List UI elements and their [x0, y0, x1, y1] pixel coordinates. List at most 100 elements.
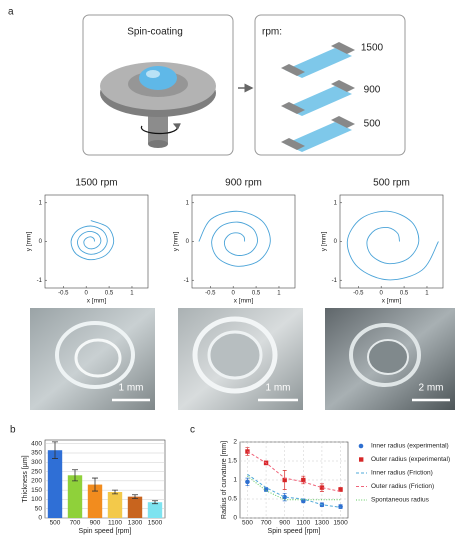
y-tick-label: -1: [37, 278, 43, 284]
film-strips: [281, 42, 355, 152]
x-tick-label: 0.5: [400, 291, 409, 297]
x-tick-label: 900: [279, 520, 290, 527]
error-bar: [52, 441, 58, 459]
x-tick-label: 0.5: [252, 291, 261, 297]
photo: [178, 308, 303, 410]
series-line: [247, 473, 341, 508]
chart-title: 500 rpm: [373, 178, 410, 189]
legend-marker: [358, 443, 364, 449]
marker: [301, 498, 306, 504]
x-tick-label: 1: [425, 291, 429, 297]
x-axis-label: x [mm]: [87, 298, 107, 305]
marker: [282, 494, 287, 500]
x-axis-label: x [mm]: [382, 298, 402, 305]
y-tick-label: 2: [233, 439, 237, 446]
y-tick-label: 1: [334, 200, 338, 206]
y-tick-label: 200: [31, 478, 42, 485]
y-axis-label: y [mm]: [26, 232, 33, 252]
legend-label: Spontaneous radius: [371, 497, 430, 504]
x-axis-label: x [mm]: [234, 298, 254, 305]
x-tick-label: 1100: [296, 520, 310, 527]
y-tick-label: 0.5: [228, 496, 237, 503]
error-bar: [112, 489, 118, 495]
x-tick-label: -0.5: [58, 291, 69, 297]
y-tick-label: 0: [38, 515, 42, 522]
error-bar: [132, 494, 138, 499]
scale-bar-label: 2 mm: [419, 383, 444, 394]
x-tick-label: 500: [50, 520, 61, 527]
x-tick-label: 1500: [148, 520, 163, 527]
scale-bar-label: 1 mm: [266, 383, 291, 394]
y-tick-label: 300: [31, 459, 42, 466]
bar: [147, 502, 163, 518]
y-tick-label: -1: [332, 278, 338, 284]
x-tick-label: 1: [277, 291, 281, 297]
rpm-label: 500: [364, 119, 381, 130]
photo: [325, 308, 455, 410]
marker: [282, 477, 287, 483]
rpm-label: 900: [364, 85, 381, 96]
rpm-label: 1500: [361, 43, 384, 54]
legend-label: Outer radius (Friction): [371, 483, 434, 490]
x-tick-label: 700: [261, 520, 272, 527]
x-tick-label: 0: [232, 291, 236, 297]
x-tick-label: 1300: [315, 520, 330, 527]
marker: [338, 487, 343, 492]
y-tick-label: 400: [31, 440, 42, 447]
x-tick-label: -0.5: [353, 291, 364, 297]
y-tick-label: 0: [334, 239, 338, 245]
y-tick-label: 1: [39, 200, 43, 206]
bar: [107, 492, 123, 518]
x-tick-label: 0.5: [105, 291, 114, 297]
error-bar: [72, 469, 78, 482]
x-tick-label: 1100: [108, 520, 122, 527]
y-axis-label: y [mm]: [173, 232, 180, 252]
legend-label: Inner radius (experimental): [371, 443, 449, 450]
y-tick-label: 1: [186, 200, 190, 206]
x-tick-label: -0.5: [205, 291, 216, 297]
series-line: [346, 210, 439, 281]
plot-frame: [339, 194, 444, 289]
bar: [47, 450, 63, 518]
x-tick-label: 1: [130, 291, 134, 297]
x-tick-label: 500: [242, 520, 253, 527]
legend-marker: [359, 457, 364, 462]
y-tick-label: 0: [186, 239, 190, 245]
panel-label: a: [8, 7, 14, 18]
schematic-box: [254, 14, 406, 156]
y-tick-label: 350: [31, 450, 42, 457]
y-tick-label: 1.5: [228, 458, 237, 465]
chart-title: 1500 rpm: [75, 178, 117, 189]
y-axis-label: Radius of curvature [mm]: [221, 441, 228, 519]
x-tick-label: 900: [90, 520, 101, 527]
x-tick-label: 1500: [333, 520, 348, 527]
plot-frame: [44, 439, 166, 519]
y-tick-label: 150: [31, 487, 42, 494]
panel-label: c: [190, 425, 195, 436]
schematic-title: rpm:: [262, 27, 282, 38]
photo: [30, 308, 155, 410]
y-axis-label: y [mm]: [321, 232, 328, 252]
y-tick-label: 0: [39, 239, 43, 245]
y-axis-label: Thickness [µm]: [22, 455, 29, 502]
x-tick-label: 0: [380, 291, 384, 297]
series-line: [247, 451, 341, 492]
y-tick-label: 250: [31, 468, 42, 475]
bar: [87, 484, 103, 518]
schematic-title: Spin-coating: [127, 27, 183, 38]
marker: [301, 477, 306, 483]
series-line: [70, 220, 115, 261]
error-bar: [152, 500, 158, 505]
series-line: [198, 210, 271, 267]
bar: [67, 475, 83, 518]
panel-label: b: [10, 425, 16, 436]
y-tick-label: 1: [233, 477, 237, 484]
chart-title: 900 rpm: [225, 178, 262, 189]
x-tick-label: 700: [70, 520, 81, 527]
plot-frame: [191, 194, 296, 289]
scale-bar-label: 1 mm: [119, 383, 144, 394]
legend-label: Inner radius (Friction): [371, 470, 433, 477]
marker: [263, 487, 269, 492]
marker: [338, 504, 343, 509]
